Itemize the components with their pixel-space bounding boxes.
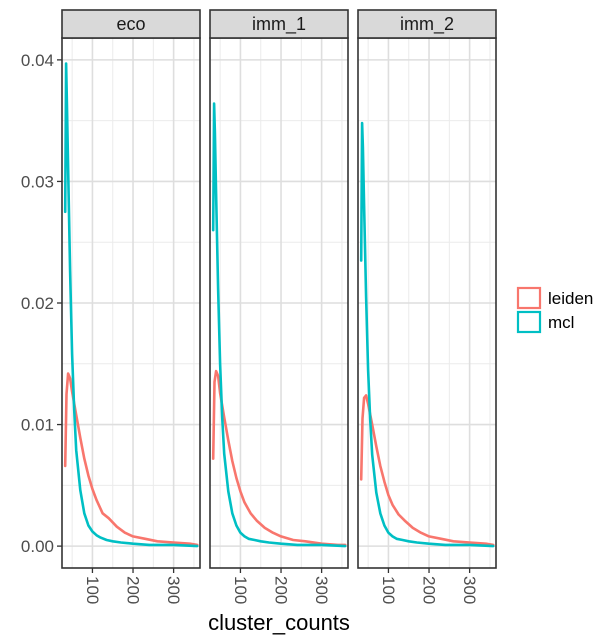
x-tick-label: 200 <box>420 576 439 604</box>
series-line-leiden <box>63 372 199 547</box>
x-tick-label: 300 <box>460 576 479 604</box>
facet-strip-label: eco <box>116 14 145 34</box>
series-line-mcl <box>211 102 347 548</box>
y-tick-label: 0.04 <box>21 51 54 70</box>
series-line-leiden <box>211 369 347 547</box>
x-tick-label: 100 <box>231 576 250 604</box>
legend-label-leiden: leiden <box>548 289 593 308</box>
y-tick-label: 0.01 <box>21 416 54 435</box>
series-line-leiden <box>359 394 495 547</box>
facet-strip <box>209 9 349 39</box>
x-axis-title: cluster_counts <box>208 610 350 635</box>
x-tick-label: 200 <box>272 576 291 604</box>
legend-label-mcl: mcl <box>548 313 574 332</box>
legend-key-leiden <box>516 286 542 310</box>
facet-strip <box>61 9 201 39</box>
series-line-mcl <box>63 62 199 548</box>
y-tick-label: 0.02 <box>21 294 54 313</box>
legend-key-mcl <box>516 310 542 334</box>
x-tick-label: 300 <box>312 576 331 604</box>
facet-strip-label: imm_1 <box>252 14 306 35</box>
y-tick-label: 0.03 <box>21 172 54 191</box>
x-tick-label: 100 <box>379 576 398 604</box>
x-tick-label: 300 <box>164 576 183 604</box>
series-line-mcl <box>359 121 495 548</box>
x-tick-label: 200 <box>124 576 143 604</box>
x-tick-label: 100 <box>83 576 102 604</box>
facet-strip <box>357 9 497 39</box>
facet-strip-label: imm_2 <box>400 14 454 35</box>
y-tick-label: 0.00 <box>21 537 54 556</box>
